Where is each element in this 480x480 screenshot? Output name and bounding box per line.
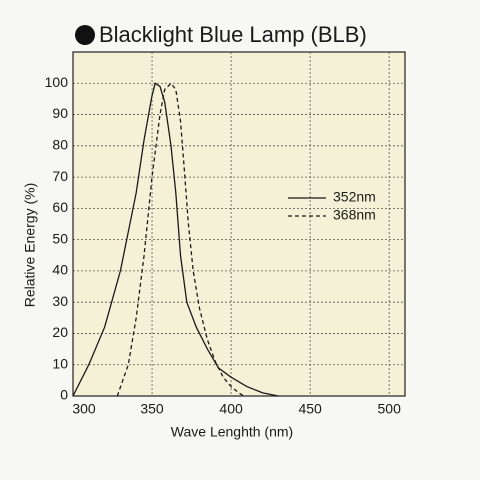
y-tick-label: 50 (52, 230, 68, 246)
y-tick-label: 60 (52, 199, 68, 215)
x-tick-label: 400 (219, 401, 243, 417)
y-tick-label: 10 (52, 355, 68, 371)
y-tick-label: 80 (52, 137, 68, 153)
legend-label: 352nm (333, 189, 376, 205)
plot-border (72, 51, 406, 397)
chart-title: Blacklight Blue Lamp (BLB) (99, 22, 367, 47)
x-axis-label: Wave Lenghth (nm) (171, 424, 293, 440)
plot-area (73, 52, 405, 396)
series-line (116, 82, 245, 397)
x-tick-label: 350 (140, 401, 164, 417)
y-tick-label: 70 (52, 168, 68, 184)
y-axis-label: Relative Energy (%) (22, 183, 38, 308)
y-tick-label: 20 (52, 324, 68, 340)
y-tick-label: 90 (52, 105, 68, 121)
y-tick-label: 30 (52, 293, 68, 309)
title-bullet (75, 25, 95, 45)
x-tick-label: 500 (378, 401, 402, 417)
y-tick-label: 0 (60, 387, 68, 403)
y-tick-label: 100 (45, 74, 69, 90)
legend-label: 368nm (333, 207, 376, 223)
x-tick-label: 300 (72, 401, 96, 417)
series-line (72, 82, 279, 397)
x-tick-label: 450 (298, 401, 322, 417)
y-tick-label: 40 (52, 262, 68, 278)
